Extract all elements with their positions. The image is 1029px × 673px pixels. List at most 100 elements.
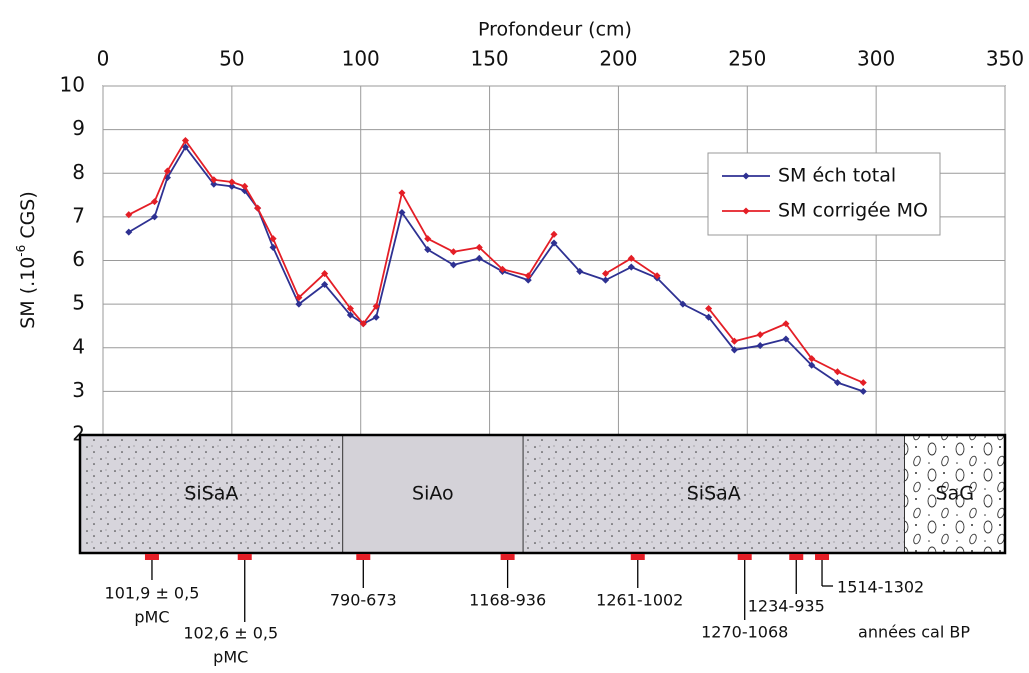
data-point: [269, 235, 277, 243]
data-point: [782, 335, 790, 343]
data-point: [151, 213, 159, 221]
data-point: [372, 302, 380, 310]
date-label: 102,6 ± 0,5: [183, 624, 278, 643]
dates-unit: années cal BP: [858, 623, 970, 642]
data-point: [424, 246, 432, 254]
data-point: [181, 136, 190, 145]
x-tick-label: 200: [599, 47, 637, 71]
date-marker: [356, 554, 371, 560]
data-point: [210, 180, 218, 188]
x-tick-label: 300: [857, 47, 895, 71]
y-tick-label: 4: [72, 334, 85, 358]
lithology-label: SiSaA: [184, 483, 238, 505]
data-point: [550, 230, 558, 238]
data-point: [524, 276, 532, 284]
data-point: [228, 182, 236, 190]
data-point: [295, 300, 303, 308]
data-point: [576, 267, 584, 275]
date-label: 790-673: [330, 591, 397, 610]
lithology-layer: [342, 435, 524, 553]
data-point: [602, 276, 610, 284]
x-tick-label: 100: [342, 47, 380, 71]
data-point: [424, 235, 432, 243]
data-point: [269, 243, 277, 251]
date-label: 1270-1068: [701, 623, 788, 642]
data-point: [550, 239, 558, 247]
lithology-label: SaG: [936, 483, 974, 505]
data-point: [372, 313, 380, 321]
date-marker: [500, 554, 515, 560]
data-point: [705, 313, 713, 321]
date-marker: [789, 554, 804, 560]
data-point: [181, 143, 190, 151]
data-point: [475, 254, 483, 262]
lithology-layer: [904, 435, 1005, 553]
x-axis-title: Profondeur (cm): [478, 19, 632, 41]
data-point: [756, 342, 764, 350]
x-tick-label: 350: [986, 47, 1024, 71]
data-point: [449, 261, 458, 269]
data-point: [756, 331, 764, 339]
date-label: 1514-1302: [837, 578, 924, 597]
data-point: [498, 265, 506, 273]
data-point: [602, 270, 610, 278]
date-label: pMC: [134, 608, 169, 627]
data-point: [859, 379, 867, 387]
legend-marker: [742, 207, 750, 215]
legend-marker: [742, 172, 750, 180]
date-label: 101,9 ± 0,5: [105, 584, 200, 603]
legend-label: SM corrigée MO: [778, 200, 928, 222]
data-point: [524, 272, 532, 280]
y-axis-title: SM (.10-6 CGS): [14, 191, 39, 329]
data-point: [808, 355, 816, 363]
y-tick-label: 3: [72, 378, 85, 402]
data-point: [346, 304, 354, 313]
y-tick-label: 7: [72, 203, 85, 227]
x-tick-label: 0: [97, 47, 110, 71]
date-label: pMC: [213, 648, 248, 667]
y-tick-label: 10: [60, 73, 85, 97]
lithology-label: SiSaA: [687, 483, 741, 505]
data-point: [653, 272, 661, 280]
legend-box: [707, 152, 941, 236]
data-point: [833, 379, 842, 387]
date-label: 1168-936: [469, 591, 546, 610]
y-axis-title-part: CGS): [17, 191, 39, 245]
data-point: [295, 294, 303, 302]
date-marker: [737, 554, 752, 560]
data-point: [151, 198, 159, 206]
data-point: [627, 263, 635, 271]
data-point: [730, 337, 738, 345]
lithology-layer: [523, 435, 905, 553]
data-point: [228, 178, 236, 186]
x-tick-label: 150: [470, 47, 508, 71]
data-point: [808, 361, 816, 369]
date-label: 1261-1002: [596, 591, 683, 610]
data-point: [359, 320, 367, 328]
data-point: [241, 182, 249, 190]
data-point: [254, 204, 262, 212]
lithology-frame: [78, 433, 1007, 555]
data-point: [321, 280, 329, 289]
y-tick-label: 9: [72, 116, 85, 140]
data-point: [782, 320, 790, 328]
data-point: [449, 248, 458, 256]
x-tick-label: 250: [728, 47, 766, 71]
date-marker: [815, 554, 830, 560]
data-point: [833, 368, 842, 376]
data-point: [398, 189, 406, 197]
lithology-label: SiAo: [412, 483, 454, 505]
data-point: [210, 176, 218, 184]
data-point: [859, 387, 867, 395]
data-point: [679, 300, 687, 308]
data-point: [475, 243, 483, 251]
date-marker: [630, 554, 645, 560]
date-marker: [144, 554, 159, 560]
data-point: [163, 167, 171, 175]
y-tick-label: 8: [72, 160, 85, 184]
x-tick-label: 50: [219, 47, 244, 71]
data-point: [627, 254, 635, 262]
data-point: [321, 270, 329, 278]
date-label: 1234-935: [748, 597, 825, 616]
